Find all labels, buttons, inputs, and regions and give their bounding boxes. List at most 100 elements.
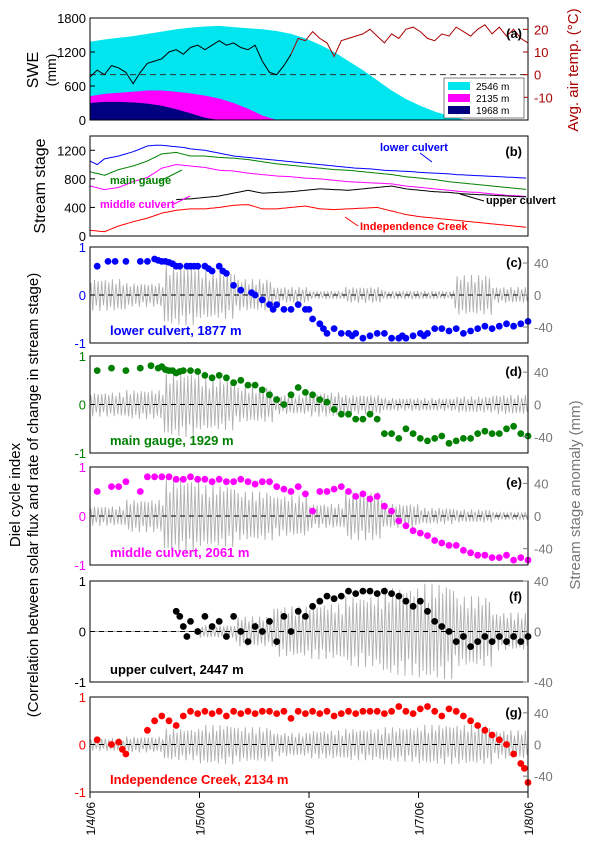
diel-index-point	[488, 430, 496, 437]
diel-index-point	[158, 712, 166, 720]
diel-index-point	[366, 410, 374, 418]
right-y-tick-label: 40	[534, 365, 548, 380]
diel-index-point	[309, 507, 316, 515]
diel-index-point	[373, 330, 381, 337]
diel-index-point	[467, 643, 474, 650]
diel-index-point	[280, 613, 288, 620]
diel-index-point	[273, 483, 281, 490]
diel-index-point	[230, 379, 238, 387]
diel-index-point	[251, 381, 259, 389]
diel-index-point	[438, 712, 446, 720]
diel-index-point	[495, 736, 503, 744]
diel-index-point	[352, 710, 360, 717]
temperature-line-late	[290, 24, 529, 58]
diel-index-point	[201, 613, 209, 620]
diel-index-point	[93, 488, 101, 495]
diel-index-point	[316, 488, 324, 495]
diel-index-point	[230, 707, 238, 715]
diel-index-point	[345, 410, 352, 418]
diel-index-point	[330, 406, 338, 413]
stage-line-2	[89, 164, 527, 197]
site-label: main gauge, 1929 m	[110, 433, 234, 448]
diel-index-point	[176, 262, 184, 270]
diel-index-point	[481, 633, 489, 640]
swe-area-1968m	[90, 101, 528, 120]
legend-swatch	[448, 106, 470, 114]
diel-index-point	[416, 529, 424, 537]
right-y-tick-label: -40	[534, 769, 553, 784]
diel-index-point	[294, 384, 302, 391]
diel-index-point	[438, 432, 446, 440]
diel-index-point	[510, 750, 517, 758]
diel-index-point	[93, 262, 101, 270]
diel-index-point	[251, 710, 259, 717]
diel-index-point	[495, 633, 503, 640]
diel-index-point	[287, 306, 295, 313]
y-tick-label: 800	[64, 172, 86, 187]
diel-index-point	[488, 325, 496, 332]
diel-index-point	[416, 435, 424, 442]
y-tick-label: -1	[74, 675, 86, 690]
diel-index-point	[474, 638, 482, 645]
diel-index-point	[474, 430, 482, 437]
diel-index-point	[258, 707, 266, 715]
diel-index-point	[244, 707, 252, 715]
diel-index-point	[136, 258, 144, 265]
diel-index-point	[294, 607, 302, 615]
diel-index-point	[460, 633, 467, 640]
annotation-arrow	[459, 193, 485, 202]
diel-index-point	[337, 410, 345, 418]
diel-index-point	[144, 726, 151, 734]
diel-index-point	[521, 764, 528, 772]
diel-index-point	[172, 607, 180, 615]
diel-index-point	[445, 705, 453, 713]
diel-index-point	[352, 415, 360, 423]
diel-index-point	[266, 391, 273, 399]
diel-index-point	[517, 430, 525, 437]
diel-index-point	[144, 258, 151, 265]
swe-area-2135m	[90, 90, 528, 120]
diel-index-point	[388, 334, 395, 342]
diel-index-point	[147, 362, 155, 370]
diel-index-point	[294, 483, 302, 490]
diel-index-point	[237, 710, 245, 717]
y-tick-label: 600	[64, 79, 86, 94]
right-y-tick-label: 40	[534, 476, 548, 491]
diel-index-point	[187, 473, 194, 481]
diel-index-point	[388, 507, 395, 515]
diel-index-point	[495, 554, 503, 561]
right-y-tick-label: 40	[534, 706, 548, 721]
diel-index-point	[223, 633, 230, 640]
diel-index-point	[244, 478, 252, 486]
panel-a-frame	[89, 17, 529, 121]
diel-index-point	[294, 707, 302, 715]
diel-index-point	[208, 374, 216, 382]
diel-index-point	[302, 389, 309, 396]
shared-y-label-line2: (Correlation between solar flux and rate…	[25, 273, 42, 717]
diel-index-point	[424, 437, 431, 445]
diel-index-point	[108, 483, 115, 490]
diel-index-point	[431, 537, 439, 544]
diel-index-point	[187, 367, 194, 374]
diel-index-point	[244, 381, 252, 389]
diel-index-point	[438, 539, 446, 547]
right-y-tick-label: 0	[534, 68, 541, 83]
diel-index-point	[194, 262, 202, 270]
diel-index-point	[381, 587, 388, 595]
diel-index-point	[366, 587, 374, 595]
y-tick-label: 0	[79, 288, 86, 303]
panel-b-label: (b)	[505, 144, 522, 159]
diel-index-point	[359, 707, 367, 715]
diel-index-point	[452, 542, 460, 549]
diel-index-point	[323, 398, 331, 406]
swe-axis-label: SWE	[25, 52, 42, 88]
diel-index-point	[460, 712, 467, 720]
diel-index-point	[452, 325, 460, 332]
diel-index-point	[395, 435, 403, 442]
diel-index-point	[488, 554, 496, 561]
diel-index-point	[201, 372, 209, 379]
y-tick-label: 0	[79, 229, 86, 244]
diel-index-point	[495, 322, 503, 330]
y-tick-label: 1	[79, 574, 86, 589]
diel-index-point	[280, 401, 288, 408]
